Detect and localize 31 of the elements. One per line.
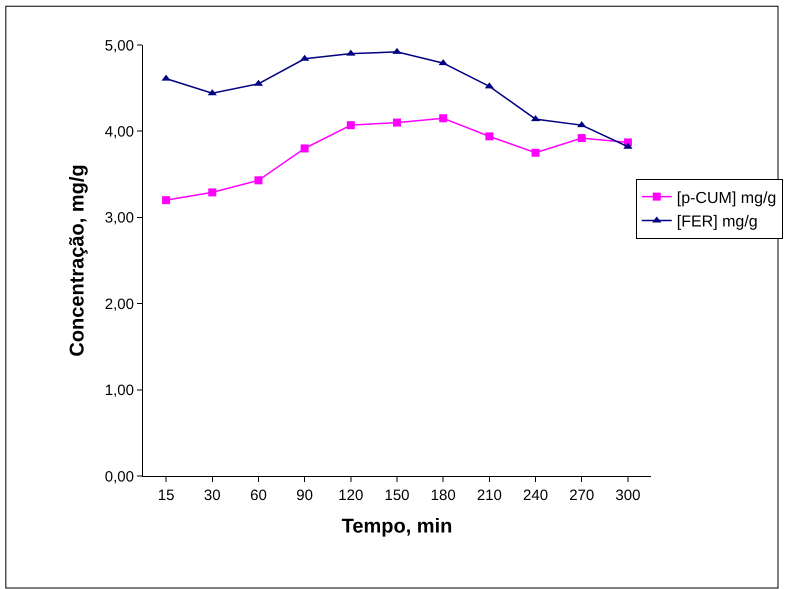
point [485,132,494,140]
x-tick-label: 240 [523,487,548,504]
y-tick-label: 0,00 [104,468,134,486]
x-tick-label: 90 [296,487,313,504]
y-tick-label: 3,00 [104,210,134,227]
x-tick-label: 30 [204,487,221,504]
point [208,188,216,196]
y-tick-label: 2,00 [104,296,134,313]
point [162,196,170,204]
x-tick-label: 300 [615,487,640,504]
x-tick-label: 150 [384,487,410,504]
point [254,176,262,184]
y-axis-title: Concentração, mg/g [66,164,88,357]
x-tick-label: 180 [430,487,456,504]
x-tick-label: 15 [158,487,174,504]
y-tick-label: 5,00 [104,37,134,54]
legend-label: [p-CUM] mg/g [676,190,776,207]
x-axis-title: Tempo, min [342,516,452,538]
y-tick-label: 4,00 [104,123,134,140]
point [532,148,540,157]
x-tick-label: 60 [250,487,267,504]
point [346,121,355,130]
x-tick-label: 210 [476,487,502,504]
point [578,134,586,142]
x-tick-label: 120 [338,487,364,504]
legend-label: [FER] mg/g [676,214,758,231]
x-tick-label: 270 [569,487,594,504]
y-tick-label: 1,00 [104,382,134,400]
point [439,114,448,122]
point [393,118,401,127]
point [300,144,309,152]
